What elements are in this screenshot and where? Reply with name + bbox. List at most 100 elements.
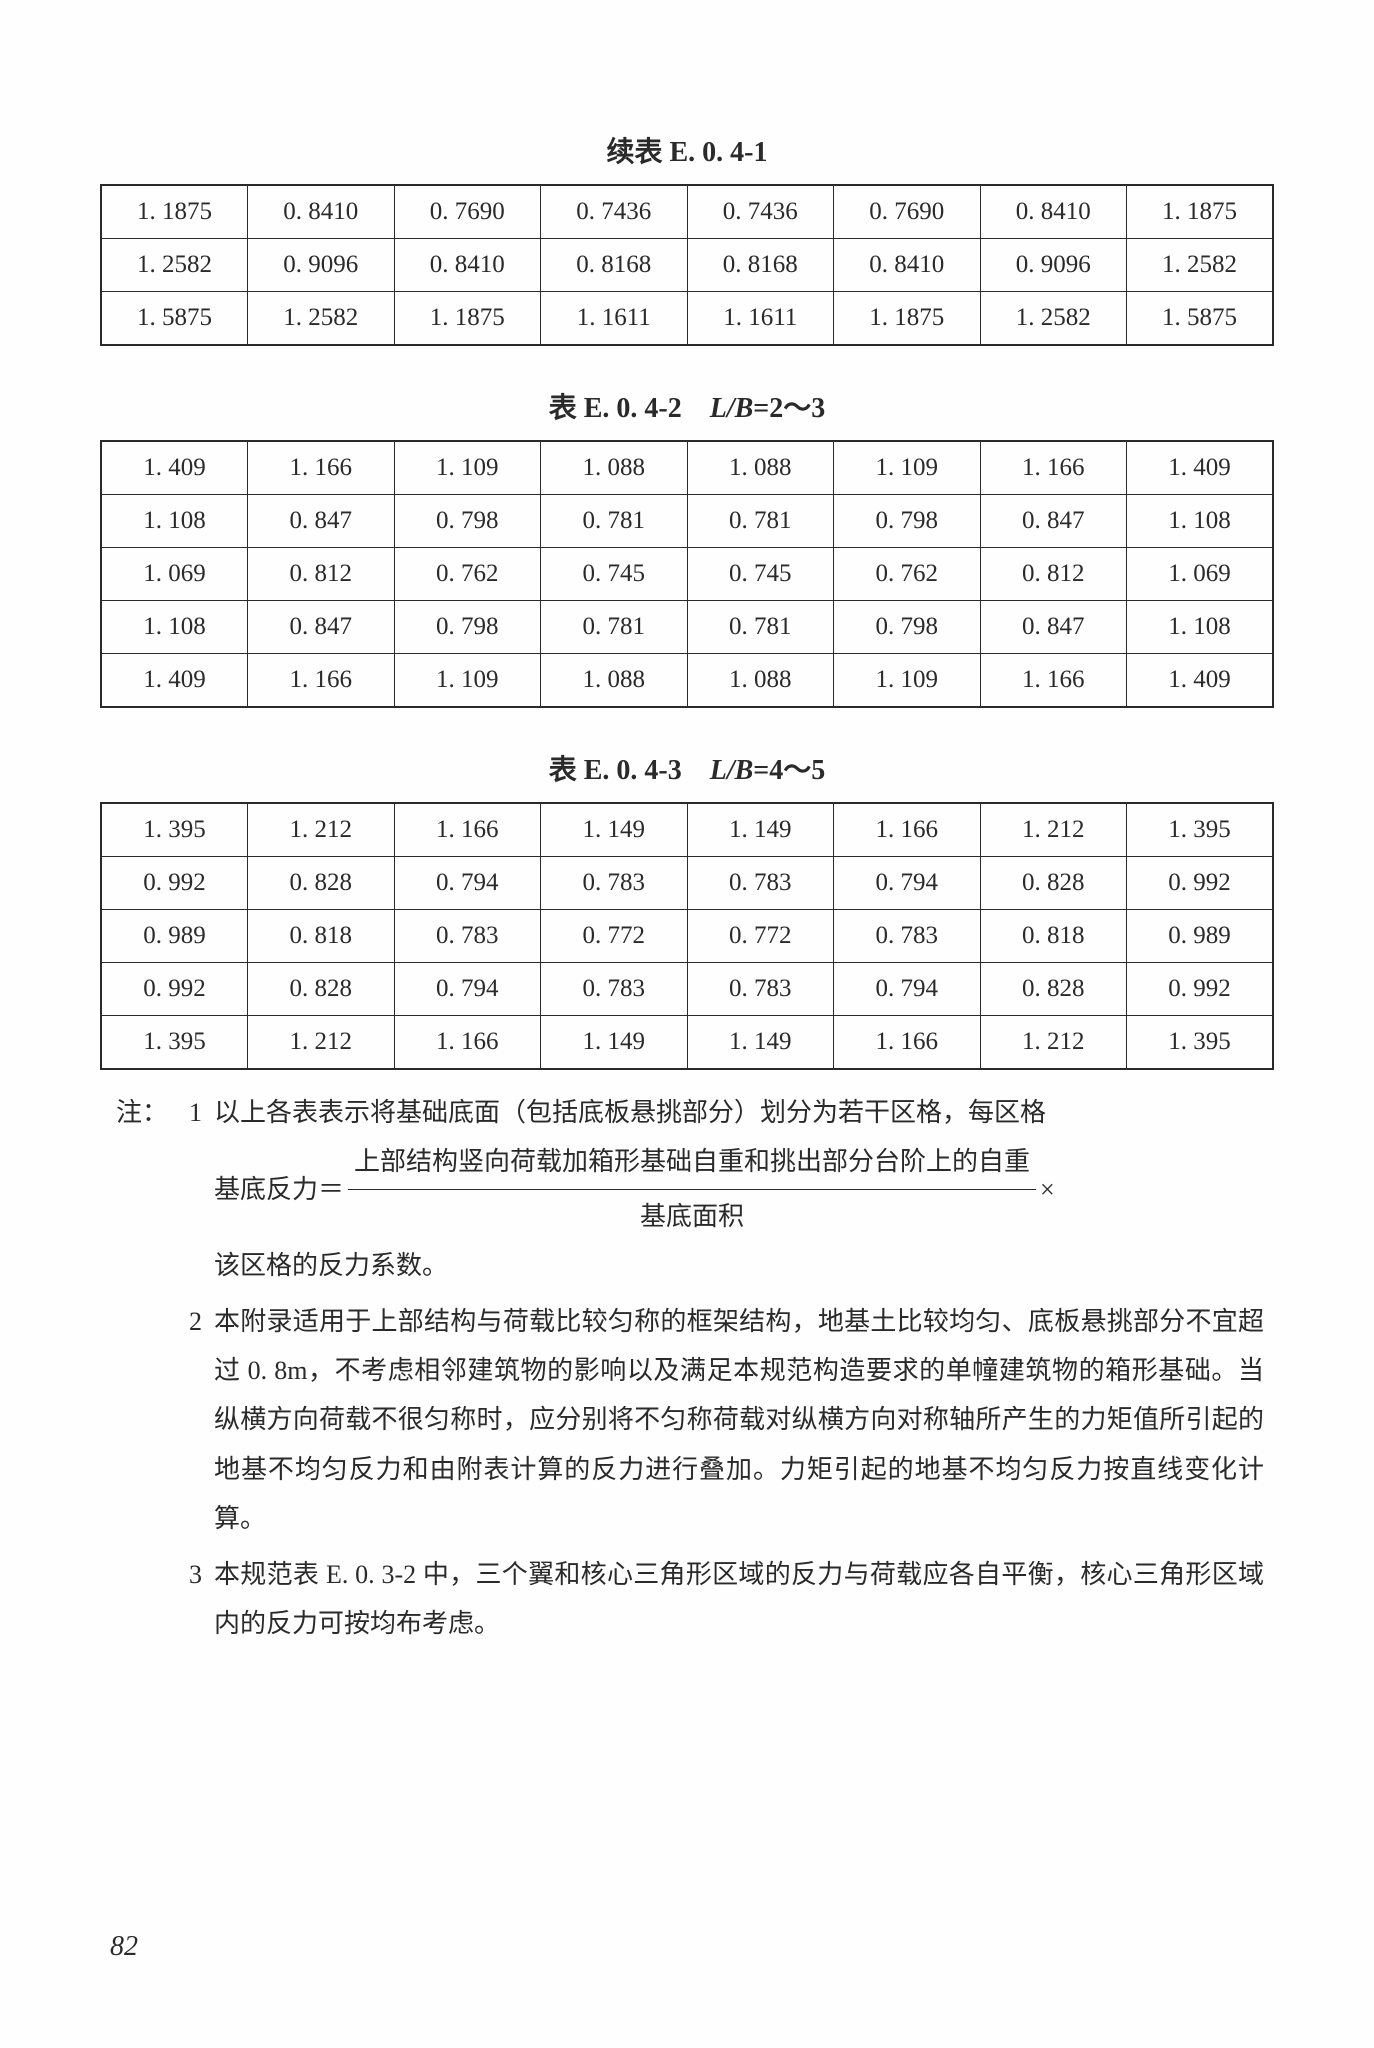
formula-right: ×	[1040, 1165, 1055, 1214]
table-cell: 0. 847	[248, 495, 395, 548]
table-cell: 0. 794	[834, 857, 981, 910]
table-cell: 1. 395	[101, 1016, 248, 1070]
table-cell: 1. 5875	[101, 292, 248, 346]
table-cell: 0. 847	[980, 601, 1127, 654]
table-cell: 0. 7436	[687, 185, 834, 239]
table-cell: 0. 812	[980, 548, 1127, 601]
page-number: 82	[110, 1931, 138, 1963]
table-cell: 1. 166	[248, 441, 395, 495]
note1-line1: 以上各表表示将基础底面（包括底板悬挑部分）划分为若干区格，每区格	[214, 1088, 1264, 1137]
table-cell: 0. 745	[687, 548, 834, 601]
table-cell: 0. 794	[394, 857, 541, 910]
table-cell: 0. 783	[834, 910, 981, 963]
table2-title-italic: L/B	[710, 393, 754, 424]
table-cell: 0. 828	[980, 963, 1127, 1016]
table-cell: 1. 1875	[1127, 185, 1274, 239]
formula-left: 基底反力＝	[214, 1165, 344, 1214]
table-cell: 0. 783	[541, 857, 688, 910]
table-cell: 0. 794	[834, 963, 981, 1016]
table-cell: 1. 088	[541, 441, 688, 495]
table-cell: 1. 166	[980, 441, 1127, 495]
table-cell: 0. 745	[541, 548, 688, 601]
table-cell: 1. 2582	[248, 292, 395, 346]
note-body-3: 本规范表 E. 0. 3-2 中，三个翼和核心三角形区域的反力与荷载应各自平衡，…	[214, 1550, 1264, 1649]
table-cell: 1. 088	[541, 654, 688, 708]
note1-line3: 该区格的反力系数。	[214, 1241, 1264, 1290]
table-cell: 1. 2582	[101, 239, 248, 292]
table-cell: 0. 847	[248, 601, 395, 654]
table-cell: 0. 781	[541, 495, 688, 548]
table-cell: 0. 7436	[541, 185, 688, 239]
table-cell: 1. 2582	[1127, 239, 1274, 292]
table-cell: 1. 166	[394, 803, 541, 857]
table-cell: 1. 109	[834, 654, 981, 708]
table2: 1. 4091. 1661. 1091. 0881. 0881. 1091. 1…	[100, 440, 1274, 708]
table-cell: 0. 812	[248, 548, 395, 601]
table-row: 1. 0690. 8120. 7620. 7450. 7450. 7620. 8…	[101, 548, 1273, 601]
table-row: 1. 3951. 2121. 1661. 1491. 1491. 1661. 2…	[101, 1016, 1273, 1070]
table3-title-prefix: 表 E. 0. 4-3	[549, 755, 710, 786]
table-cell: 0. 762	[834, 548, 981, 601]
note1-formula: 基底反力＝ 上部结构竖向荷载加箱形基础自重和挑出部分台阶上的自重 基底面积 ×	[214, 1137, 1264, 1241]
note-body-2: 本附录适用于上部结构与荷载比较匀称的框架结构，地基土比较均匀、底板悬挑部分不宜超…	[214, 1297, 1264, 1544]
table-cell: 1. 149	[687, 1016, 834, 1070]
table-row: 1. 4091. 1661. 1091. 0881. 0881. 1091. 1…	[101, 441, 1273, 495]
table-cell: 1. 409	[1127, 441, 1274, 495]
table-row: 0. 9890. 8180. 7830. 7720. 7720. 7830. 8…	[101, 910, 1273, 963]
table-cell: 1. 1611	[687, 292, 834, 346]
table-cell: 0. 8410	[248, 185, 395, 239]
note-body-1: 以上各表表示将基础底面（包括底板悬挑部分）划分为若干区格，每区格 基底反力＝ 上…	[214, 1088, 1264, 1291]
table-cell: 1. 108	[1127, 495, 1274, 548]
table-cell: 0. 7690	[834, 185, 981, 239]
table-cell: 1. 088	[687, 654, 834, 708]
table2-title-suffix: =2～3	[753, 393, 825, 424]
table-cell: 0. 992	[101, 857, 248, 910]
table3-title: 表 E. 0. 4-3 L/B=4～5	[100, 748, 1274, 788]
table-row: 0. 9920. 8280. 7940. 7830. 7830. 7940. 8…	[101, 857, 1273, 910]
table1-title: 续表 E. 0. 4-1	[100, 130, 1274, 170]
note-num-3: 3	[180, 1550, 214, 1649]
table-row: 1. 3951. 2121. 1661. 1491. 1491. 1661. 2…	[101, 803, 1273, 857]
table-cell: 1. 109	[834, 441, 981, 495]
table-cell: 0. 783	[687, 857, 834, 910]
formula-numerator: 上部结构竖向荷载加箱形基础自重和挑出部分台阶上的自重	[348, 1137, 1036, 1189]
table-row: 1. 4091. 1661. 1091. 0881. 0881. 1091. 1…	[101, 654, 1273, 708]
table-cell: 0. 781	[687, 495, 834, 548]
table-cell: 0. 992	[1127, 857, 1274, 910]
table-cell: 0. 772	[541, 910, 688, 963]
table1: 1. 18750. 84100. 76900. 74360. 74360. 76…	[100, 184, 1274, 346]
table-cell: 1. 409	[1127, 654, 1274, 708]
table-cell: 1. 166	[834, 1016, 981, 1070]
table-cell: 1. 212	[980, 1016, 1127, 1070]
table-cell: 1. 088	[687, 441, 834, 495]
formula-fraction: 上部结构竖向荷载加箱形基础自重和挑出部分台阶上的自重 基底面积	[348, 1137, 1036, 1241]
table3-title-suffix: =4～5	[753, 755, 825, 786]
table-cell: 1. 069	[101, 548, 248, 601]
table-cell: 1. 149	[687, 803, 834, 857]
table-cell: 0. 783	[394, 910, 541, 963]
note-num-1: 1	[180, 1088, 214, 1291]
table-row: 1. 1080. 8470. 7980. 7810. 7810. 7980. 8…	[101, 495, 1273, 548]
table-row: 1. 25820. 90960. 84100. 81680. 81680. 84…	[101, 239, 1273, 292]
table-cell: 1. 109	[394, 441, 541, 495]
table-row: 1. 1080. 8470. 7980. 7810. 7810. 7980. 8…	[101, 601, 1273, 654]
notes-label: 注：	[110, 1088, 180, 1291]
table-cell: 1. 149	[541, 1016, 688, 1070]
table-cell: 0. 828	[980, 857, 1127, 910]
table-cell: 1. 395	[1127, 1016, 1274, 1070]
table-cell: 1. 166	[980, 654, 1127, 708]
table2-title: 表 E. 0. 4-2 L/B=2～3	[100, 386, 1274, 426]
table-cell: 0. 781	[541, 601, 688, 654]
table-cell: 0. 9096	[980, 239, 1127, 292]
table-cell: 1. 1611	[541, 292, 688, 346]
note-item-1: 注： 1 以上各表表示将基础底面（包括底板悬挑部分）划分为若干区格，每区格 基底…	[110, 1088, 1264, 1291]
table-cell: 1. 1875	[394, 292, 541, 346]
table-cell: 0. 798	[394, 495, 541, 548]
table-row: 1. 18750. 84100. 76900. 74360. 74360. 76…	[101, 185, 1273, 239]
table-cell: 0. 828	[248, 963, 395, 1016]
table-cell: 0. 8410	[394, 239, 541, 292]
table-cell: 1. 166	[834, 803, 981, 857]
table-cell: 0. 798	[834, 601, 981, 654]
table-cell: 0. 818	[248, 910, 395, 963]
table-cell: 1. 1875	[101, 185, 248, 239]
